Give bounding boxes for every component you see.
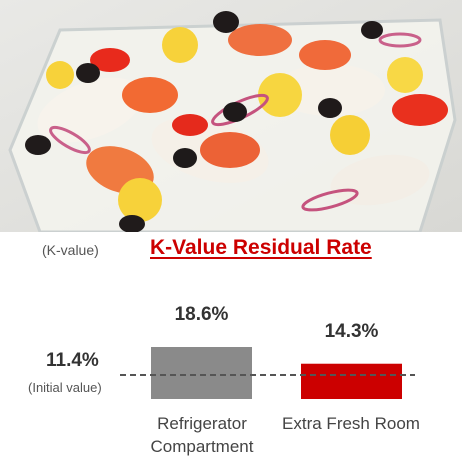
food-photo <box>0 0 462 232</box>
category-label-line: Extra Fresh Room <box>282 414 420 433</box>
category-label-line: Refrigerator <box>157 414 247 433</box>
y-axis-label: (K-value) <box>42 242 99 258</box>
bar-refrigerator-compartment <box>151 347 252 399</box>
bar-value-label: 18.6% <box>174 304 229 325</box>
initial-value-caption: (Initial value) <box>28 380 102 395</box>
chart-title: K-Value Residual Rate <box>150 236 372 259</box>
category-label-extra-fresh-room: Extra Fresh Room <box>270 412 432 435</box>
category-label-line: Compartment <box>150 437 254 456</box>
category-label-refrigerator-compartment: Refrigerator Compartment <box>140 412 264 458</box>
initial-value-label: 11.4% <box>46 350 99 371</box>
bar-value-label: 14.3% <box>324 320 379 342</box>
bar-extra-fresh-room <box>301 363 402 399</box>
